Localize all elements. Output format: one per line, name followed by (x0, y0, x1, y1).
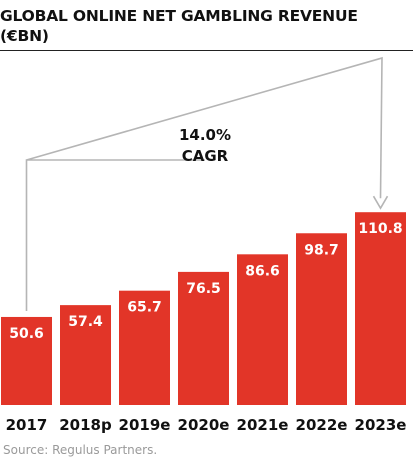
cagr-value: 14.0% (179, 126, 231, 144)
x-tick-label: 2018p (59, 416, 112, 434)
x-tick-label: 2022e (296, 416, 348, 434)
cagr-bracket-line (25, 56, 383, 311)
bar-2019e (119, 290, 170, 405)
bar-value-label: 65.7 (127, 300, 162, 316)
x-tick-label: 2020e (178, 416, 230, 434)
chart-title-line-1: GLOBAL ONLINE NET GAMBLING REVENUE (0, 7, 358, 25)
cagr-label: CAGR (182, 147, 229, 165)
title-divider (0, 50, 413, 51)
bar-2021e (237, 254, 288, 405)
bar-2017 (1, 316, 52, 405)
bar-2020e (178, 271, 229, 405)
x-axis-labels: 2017 2018p 2019e 2020e 2021e 2022e 2023e (6, 416, 407, 434)
x-tick-label: 2021e (237, 416, 289, 434)
bar-value-label: 50.6 (9, 326, 44, 342)
x-tick-label: 2019e (119, 416, 171, 434)
x-tick-label: 2023e (355, 416, 407, 434)
bar-value-label: 57.4 (68, 314, 103, 330)
bar-2023e (355, 212, 406, 405)
bar-2018p (60, 305, 111, 405)
bar-value-label: 98.7 (304, 242, 339, 258)
bar-value-label: 76.5 (186, 281, 221, 297)
bar-value-label: 86.6 (245, 263, 280, 279)
bar-2022e (296, 233, 347, 405)
cagr-bracket (25, 56, 389, 311)
bars: 50.6 57.4 65.7 76.5 86.6 98.7 110.8 (1, 212, 406, 405)
x-tick-label: 2017 (6, 416, 48, 434)
bar-value-label: 110.8 (358, 221, 402, 237)
cagr-arrowhead (372, 195, 389, 210)
chart-title: GLOBAL ONLINE NET GAMBLING REVENUE (€BN) (0, 6, 413, 46)
source-note: Source: Regulus Partners. (3, 443, 158, 457)
chart-title-line-2: (€BN) (0, 27, 49, 45)
